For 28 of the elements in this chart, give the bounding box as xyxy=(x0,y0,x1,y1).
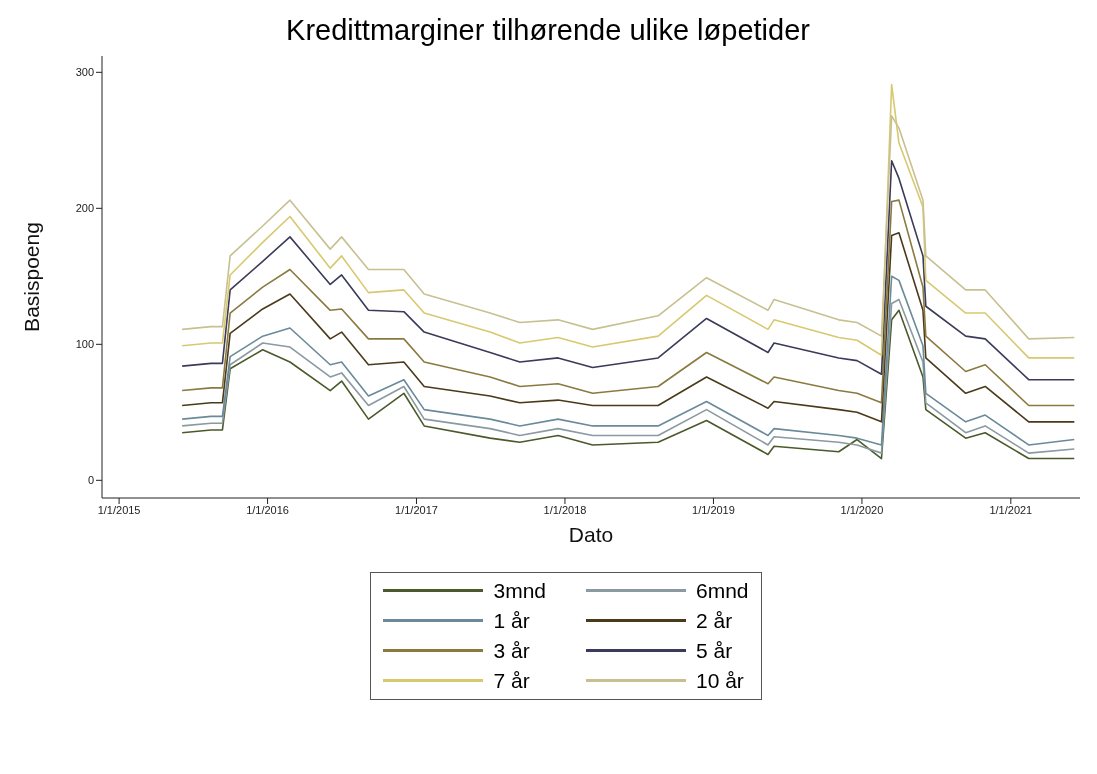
x-tick-label: 1/1/2020 xyxy=(840,503,884,516)
x-tick-label: 1/1/2016 xyxy=(246,503,289,516)
line-series xyxy=(181,275,1076,446)
x-tick-label: 1/1/2015 xyxy=(97,503,141,516)
y-tick-label: 300 xyxy=(75,66,94,79)
line-series xyxy=(181,232,1076,423)
x-tick-label: 1/1/2021 xyxy=(989,503,1033,516)
y-tick-label: 200 xyxy=(75,202,94,215)
y-tick-label: 0 xyxy=(87,474,94,487)
line-series xyxy=(181,159,1076,381)
y-axis-title: Basispoeng xyxy=(20,222,44,332)
line-series xyxy=(181,83,1076,359)
y-tick-label: 100 xyxy=(75,338,94,351)
legend-label: 1 år xyxy=(493,609,530,633)
legend-label: 6mnd xyxy=(696,579,749,603)
x-tick-label: 1/1/2017 xyxy=(395,503,438,516)
legend-label: 10 år xyxy=(696,669,744,693)
legend-label: 7 år xyxy=(493,669,530,693)
x-axis-title: Dato xyxy=(568,523,614,546)
x-tick-label: 1/1/2018 xyxy=(543,503,587,516)
legend-label: 5 år xyxy=(696,639,733,663)
x-tick-label: 1/1/2019 xyxy=(692,503,735,516)
legend-label: 3 år xyxy=(493,639,530,663)
legend-label: 2 år xyxy=(696,609,733,633)
chart-title: Kredittmarginer tilhørende ulike løpetider xyxy=(285,13,811,48)
line-series xyxy=(181,115,1076,340)
line-series xyxy=(181,199,1076,407)
legend-label: 3mnd xyxy=(493,579,546,603)
